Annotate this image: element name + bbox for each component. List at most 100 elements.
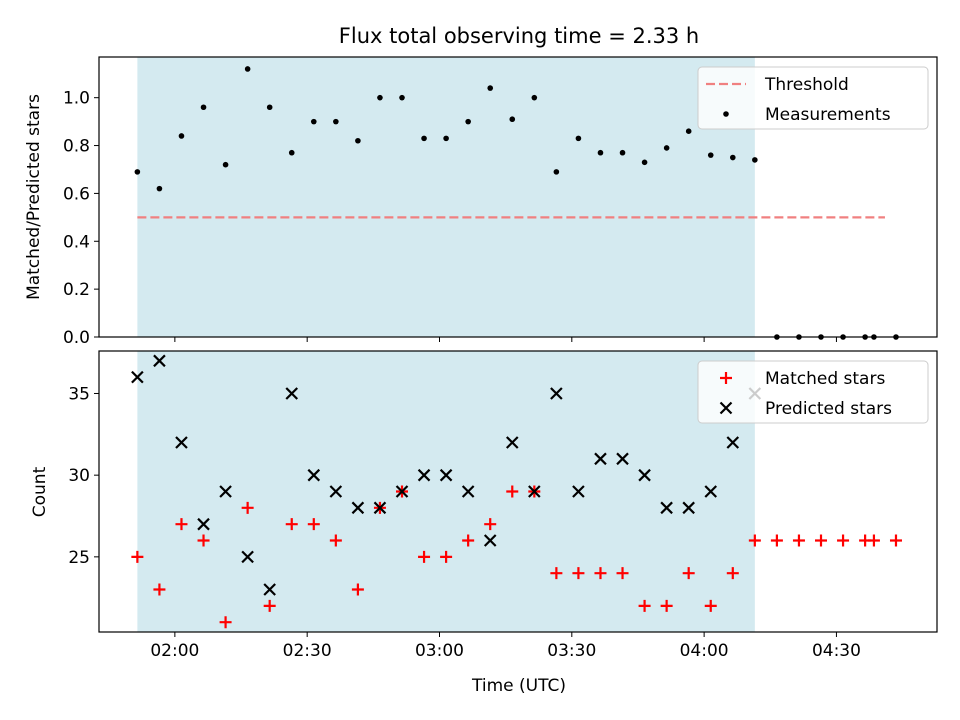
predicted-star-marker bbox=[395, 485, 409, 498]
matched-star-marker bbox=[726, 567, 739, 580]
predicted-star-marker bbox=[417, 468, 431, 482]
top-y-tick-label: 0.4 bbox=[63, 232, 90, 252]
measurement-point bbox=[663, 145, 670, 151]
bottom-y-axis-label: Count bbox=[30, 466, 50, 517]
measurement-point bbox=[575, 135, 582, 142]
matched-star-marker bbox=[572, 567, 585, 580]
predicted-star-marker bbox=[219, 485, 232, 498]
measurement-point bbox=[487, 85, 494, 91]
measurement-point bbox=[597, 149, 604, 156]
bottom-legend bbox=[697, 360, 929, 424]
top-axes-frame bbox=[98, 56, 938, 338]
measurement-point bbox=[333, 118, 339, 125]
matched-star-marker bbox=[462, 534, 475, 547]
matched-star-marker bbox=[440, 550, 453, 563]
matched-star-marker bbox=[175, 518, 188, 531]
top-legend-label: Threshold bbox=[764, 75, 849, 95]
bottom-panel: 02:00 02:30 03:00 03:30 04:00 04:30 25 30 35 Matc… bbox=[68, 350, 938, 661]
legend-predicted-swatch bbox=[719, 401, 733, 415]
measurement-point bbox=[465, 118, 471, 125]
x-tick-label: 03:00 bbox=[415, 641, 464, 661]
top-y-axis-label: Matched/Predicted stars bbox=[24, 94, 44, 300]
matched-star-marker bbox=[815, 534, 828, 547]
x-tick-label: 03:30 bbox=[547, 641, 596, 661]
measurement-point bbox=[509, 116, 516, 123]
predicted-star-marker bbox=[285, 387, 299, 400]
measurement-point bbox=[355, 137, 361, 144]
predicted-star-marker bbox=[263, 583, 276, 596]
top-y-tick-label: 0.8 bbox=[63, 137, 90, 157]
matched-star-marker bbox=[682, 567, 695, 580]
predicted-star-marker bbox=[638, 468, 651, 482]
measurement-point bbox=[752, 157, 758, 163]
predicted-star-marker bbox=[660, 501, 673, 515]
top-y-tick-label: 0.2 bbox=[63, 280, 90, 300]
measurement-point bbox=[619, 149, 626, 156]
matched-star-marker bbox=[837, 534, 850, 547]
measurement-point bbox=[288, 149, 295, 156]
x-tick-label: 02:30 bbox=[283, 641, 332, 661]
predicted-star-marker bbox=[682, 501, 695, 515]
legend-matched-swatch bbox=[720, 372, 732, 384]
measurement-point bbox=[222, 161, 229, 168]
matched-star-marker bbox=[550, 567, 563, 580]
x-tick-label: 02:00 bbox=[150, 641, 199, 661]
matched-star-marker bbox=[131, 550, 144, 563]
matched-star-marker bbox=[889, 534, 902, 547]
x-tick-label: 04:00 bbox=[680, 641, 729, 661]
measurement-point bbox=[156, 185, 163, 192]
measurement-point bbox=[244, 66, 251, 72]
measurement-point bbox=[266, 104, 273, 111]
measurement-point bbox=[531, 94, 538, 101]
top-observing-span bbox=[137, 57, 755, 337]
matched-star-marker bbox=[418, 550, 431, 563]
measurement-point bbox=[421, 135, 427, 142]
predicted-star-marker bbox=[439, 468, 453, 482]
measurement-point bbox=[729, 154, 736, 161]
bottom-legend-label: Matched stars bbox=[765, 369, 885, 389]
measurement-point bbox=[707, 152, 714, 158]
predicted-star-marker bbox=[351, 501, 365, 515]
bottom-y-tick-label: 30 bbox=[68, 466, 90, 486]
predicted-star-marker bbox=[197, 517, 210, 531]
top-legend-label: Measurements bbox=[765, 105, 891, 125]
measurement-point bbox=[641, 159, 648, 166]
matched-star-marker bbox=[197, 534, 210, 547]
measurement-point bbox=[443, 135, 449, 142]
predicted-star-marker bbox=[528, 485, 541, 498]
matched-star-marker bbox=[241, 501, 254, 514]
matched-star-marker bbox=[307, 518, 320, 531]
bottom-y-tick-label: 25 bbox=[68, 548, 90, 568]
legend-measurements-swatch bbox=[723, 111, 729, 117]
measurement-point bbox=[399, 94, 405, 101]
predicted-star-marker bbox=[153, 354, 166, 368]
predicted-star-marker bbox=[461, 485, 475, 498]
matched-star-marker bbox=[219, 616, 232, 629]
bottom-y-tick-label: 35 bbox=[68, 384, 90, 404]
matched-star-marker bbox=[594, 567, 607, 580]
x-axis-label: Time (UTC) bbox=[471, 676, 566, 696]
matched-star-marker bbox=[506, 485, 519, 498]
measurement-point bbox=[178, 133, 185, 139]
predicted-star-marker bbox=[594, 452, 607, 466]
predicted-star-marker bbox=[373, 501, 387, 515]
predicted-star-marker bbox=[175, 436, 188, 449]
measurement-point bbox=[200, 104, 207, 111]
matched-star-marker bbox=[616, 567, 629, 580]
measurement-point bbox=[553, 169, 560, 175]
measurement-point bbox=[134, 169, 141, 175]
predicted-star-marker bbox=[704, 485, 718, 498]
measurement-point bbox=[685, 128, 692, 134]
matched-star-marker bbox=[770, 534, 783, 547]
top-y-tick-label: 0.6 bbox=[63, 184, 90, 204]
predicted-star-marker bbox=[329, 485, 343, 498]
predicted-star-marker bbox=[572, 485, 585, 498]
bottom-observing-span bbox=[137, 351, 755, 632]
matched-star-marker bbox=[792, 534, 805, 547]
predicted-star-marker bbox=[726, 436, 740, 449]
measurement-point bbox=[310, 118, 317, 125]
matched-star-marker bbox=[660, 599, 673, 612]
matched-star-marker bbox=[748, 534, 761, 547]
top-y-tick-label: 1.0 bbox=[63, 89, 90, 109]
predicted-star-marker bbox=[616, 452, 629, 466]
